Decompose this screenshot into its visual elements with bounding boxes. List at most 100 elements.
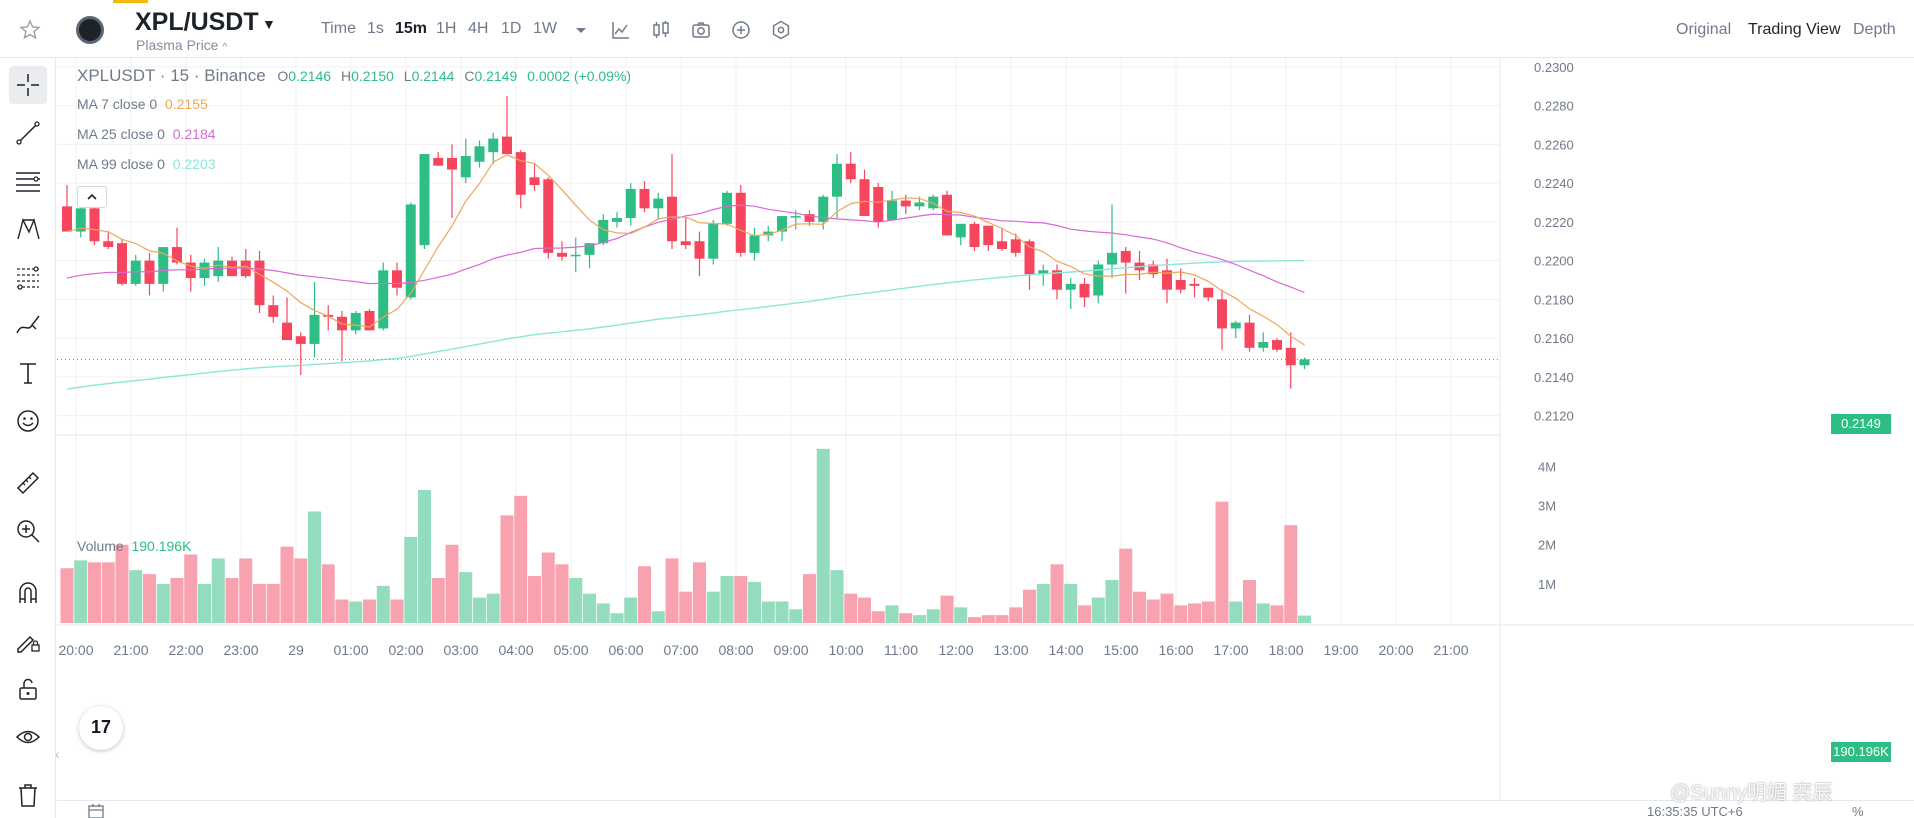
tradingview-logo[interactable]: 17 xyxy=(79,706,123,750)
candle-body xyxy=(419,154,430,246)
candle-body xyxy=(1120,250,1131,263)
crosshair-tool[interactable] xyxy=(9,66,47,104)
pair-title[interactable]: XPL/USDT xyxy=(135,8,259,36)
ma7-label: MA 7 close 0 xyxy=(77,96,158,112)
brush-tool[interactable] xyxy=(9,306,47,344)
trend-line-tool[interactable] xyxy=(9,114,47,152)
chart-area[interactable]: 0.2300 0.2280 0.2260 0.2240 0.2220 0.2200 0.21… xyxy=(57,58,1914,818)
view-depth[interactable]: Depth xyxy=(1853,21,1896,38)
fibonacci-tool[interactable] xyxy=(9,258,47,296)
time-tick-label: 20:00 xyxy=(1378,642,1413,658)
tab-1d[interactable]: 1D xyxy=(501,20,522,37)
volume-bar xyxy=(239,558,253,623)
candle-body xyxy=(955,223,966,238)
candle-body xyxy=(447,157,457,170)
open-label: O xyxy=(277,68,289,84)
legend-ma99[interactable]: MA 99 close 0 0.2203 xyxy=(77,156,216,172)
ruler-tool[interactable] xyxy=(9,464,47,502)
collapse-legend-button[interactable] xyxy=(77,186,107,208)
candle-body xyxy=(777,216,787,232)
tab-15m[interactable]: 15m xyxy=(395,20,428,37)
low-value: 0.2144 xyxy=(411,68,455,84)
candle-body xyxy=(282,322,292,341)
candle-body xyxy=(708,223,719,259)
text-tool[interactable] xyxy=(9,354,47,392)
volume-bar xyxy=(363,599,376,623)
tab-4h[interactable]: 4H xyxy=(468,20,489,37)
camera-icon[interactable] xyxy=(690,19,712,41)
magnet-tool[interactable] xyxy=(9,574,47,612)
candle-body xyxy=(1217,299,1227,329)
tab-time[interactable]: Time xyxy=(321,20,356,37)
legend-ma25[interactable]: MA 25 close 0 0.2184 xyxy=(77,126,216,142)
volume-tick-label: 2M xyxy=(1538,538,1556,553)
time-tick-label: 01:00 xyxy=(333,642,368,658)
legend-ohlc: XPLUSDT · 15 · Binance O0.2146 H0.2150 L… xyxy=(77,66,637,86)
candle-body xyxy=(75,208,86,232)
candle-body xyxy=(460,156,471,178)
volume-bar xyxy=(500,515,514,623)
candle-body xyxy=(543,179,554,253)
candle-body xyxy=(1038,270,1049,275)
volume-bar xyxy=(184,554,198,623)
tab-1h[interactable]: 1H xyxy=(436,20,457,37)
volume-bar xyxy=(1064,583,1078,623)
scroll-left-icon[interactable]: ‹ xyxy=(55,746,60,762)
pair-dropdown-icon[interactable]: ▼ xyxy=(262,16,276,32)
top-bar: XPL/USDT ▼ Plasma Price ^ Time 1s 15m 1H… xyxy=(0,0,1914,58)
volume-bar xyxy=(899,613,913,623)
view-original[interactable]: Original xyxy=(1676,21,1732,38)
more-intervals-icon[interactable] xyxy=(570,19,592,41)
lock-drawing-tool[interactable] xyxy=(9,622,47,660)
candle-body xyxy=(598,219,609,244)
settings-icon[interactable] xyxy=(770,19,792,41)
candle-body xyxy=(117,243,127,284)
legend-symbol: XPLUSDT · 15 · Binance xyxy=(77,66,266,85)
candle-body xyxy=(268,305,279,317)
volume-bar xyxy=(115,544,129,623)
visibility-tool[interactable] xyxy=(9,718,47,756)
tab-1s[interactable]: 1s xyxy=(367,20,384,37)
volume-bar xyxy=(1243,579,1256,623)
volume-bar xyxy=(981,615,995,623)
pencil-lock-icon xyxy=(17,635,40,653)
candle-body xyxy=(350,312,361,331)
add-icon[interactable] xyxy=(730,19,752,41)
volume-bar xyxy=(803,574,816,623)
volume-bar xyxy=(610,613,624,623)
chart-type-icon[interactable] xyxy=(650,19,672,41)
pattern-tool[interactable] xyxy=(9,210,47,248)
candle-body xyxy=(89,208,100,242)
calendar-icon[interactable] xyxy=(87,803,105,818)
candle-body xyxy=(570,254,581,257)
favorite-star-icon[interactable] xyxy=(18,18,42,42)
pair-subtitle[interactable]: Plasma Price ^ xyxy=(136,37,227,53)
candle-body xyxy=(790,216,801,218)
volume-bar xyxy=(858,597,871,623)
time-tick-label: 15:00 xyxy=(1103,642,1138,658)
candle-body xyxy=(172,247,182,263)
tab-1w[interactable]: 1W xyxy=(533,20,557,37)
view-trading-view[interactable]: Trading View xyxy=(1748,21,1841,38)
candle-body xyxy=(653,198,664,209)
volume-bar xyxy=(198,583,211,623)
delete-tool[interactable] xyxy=(9,776,47,814)
lock-tool[interactable] xyxy=(9,670,47,708)
volume-bar xyxy=(693,562,706,623)
candle-body xyxy=(639,188,650,209)
footer-bar: 16:35:35 UTC+6 % xyxy=(57,800,1914,818)
utc-clock[interactable]: 16:35:35 UTC+6 xyxy=(1647,804,1743,818)
candle-body xyxy=(969,223,980,248)
ma99-line xyxy=(66,260,1305,390)
indicators-icon[interactable] xyxy=(610,19,632,41)
zoom-tool[interactable] xyxy=(9,512,47,550)
volume-bar xyxy=(1229,601,1243,623)
volume-bar xyxy=(638,566,651,623)
percent-toggle[interactable]: % xyxy=(1852,804,1864,818)
trash-icon xyxy=(19,784,37,807)
candle-body xyxy=(749,235,760,253)
emoji-tool[interactable] xyxy=(9,402,47,440)
legend-ma7[interactable]: MA 7 close 0 0.2155 xyxy=(77,96,208,112)
horizontal-lines-tool[interactable] xyxy=(9,162,47,200)
time-tick-label: 16:00 xyxy=(1158,642,1193,658)
